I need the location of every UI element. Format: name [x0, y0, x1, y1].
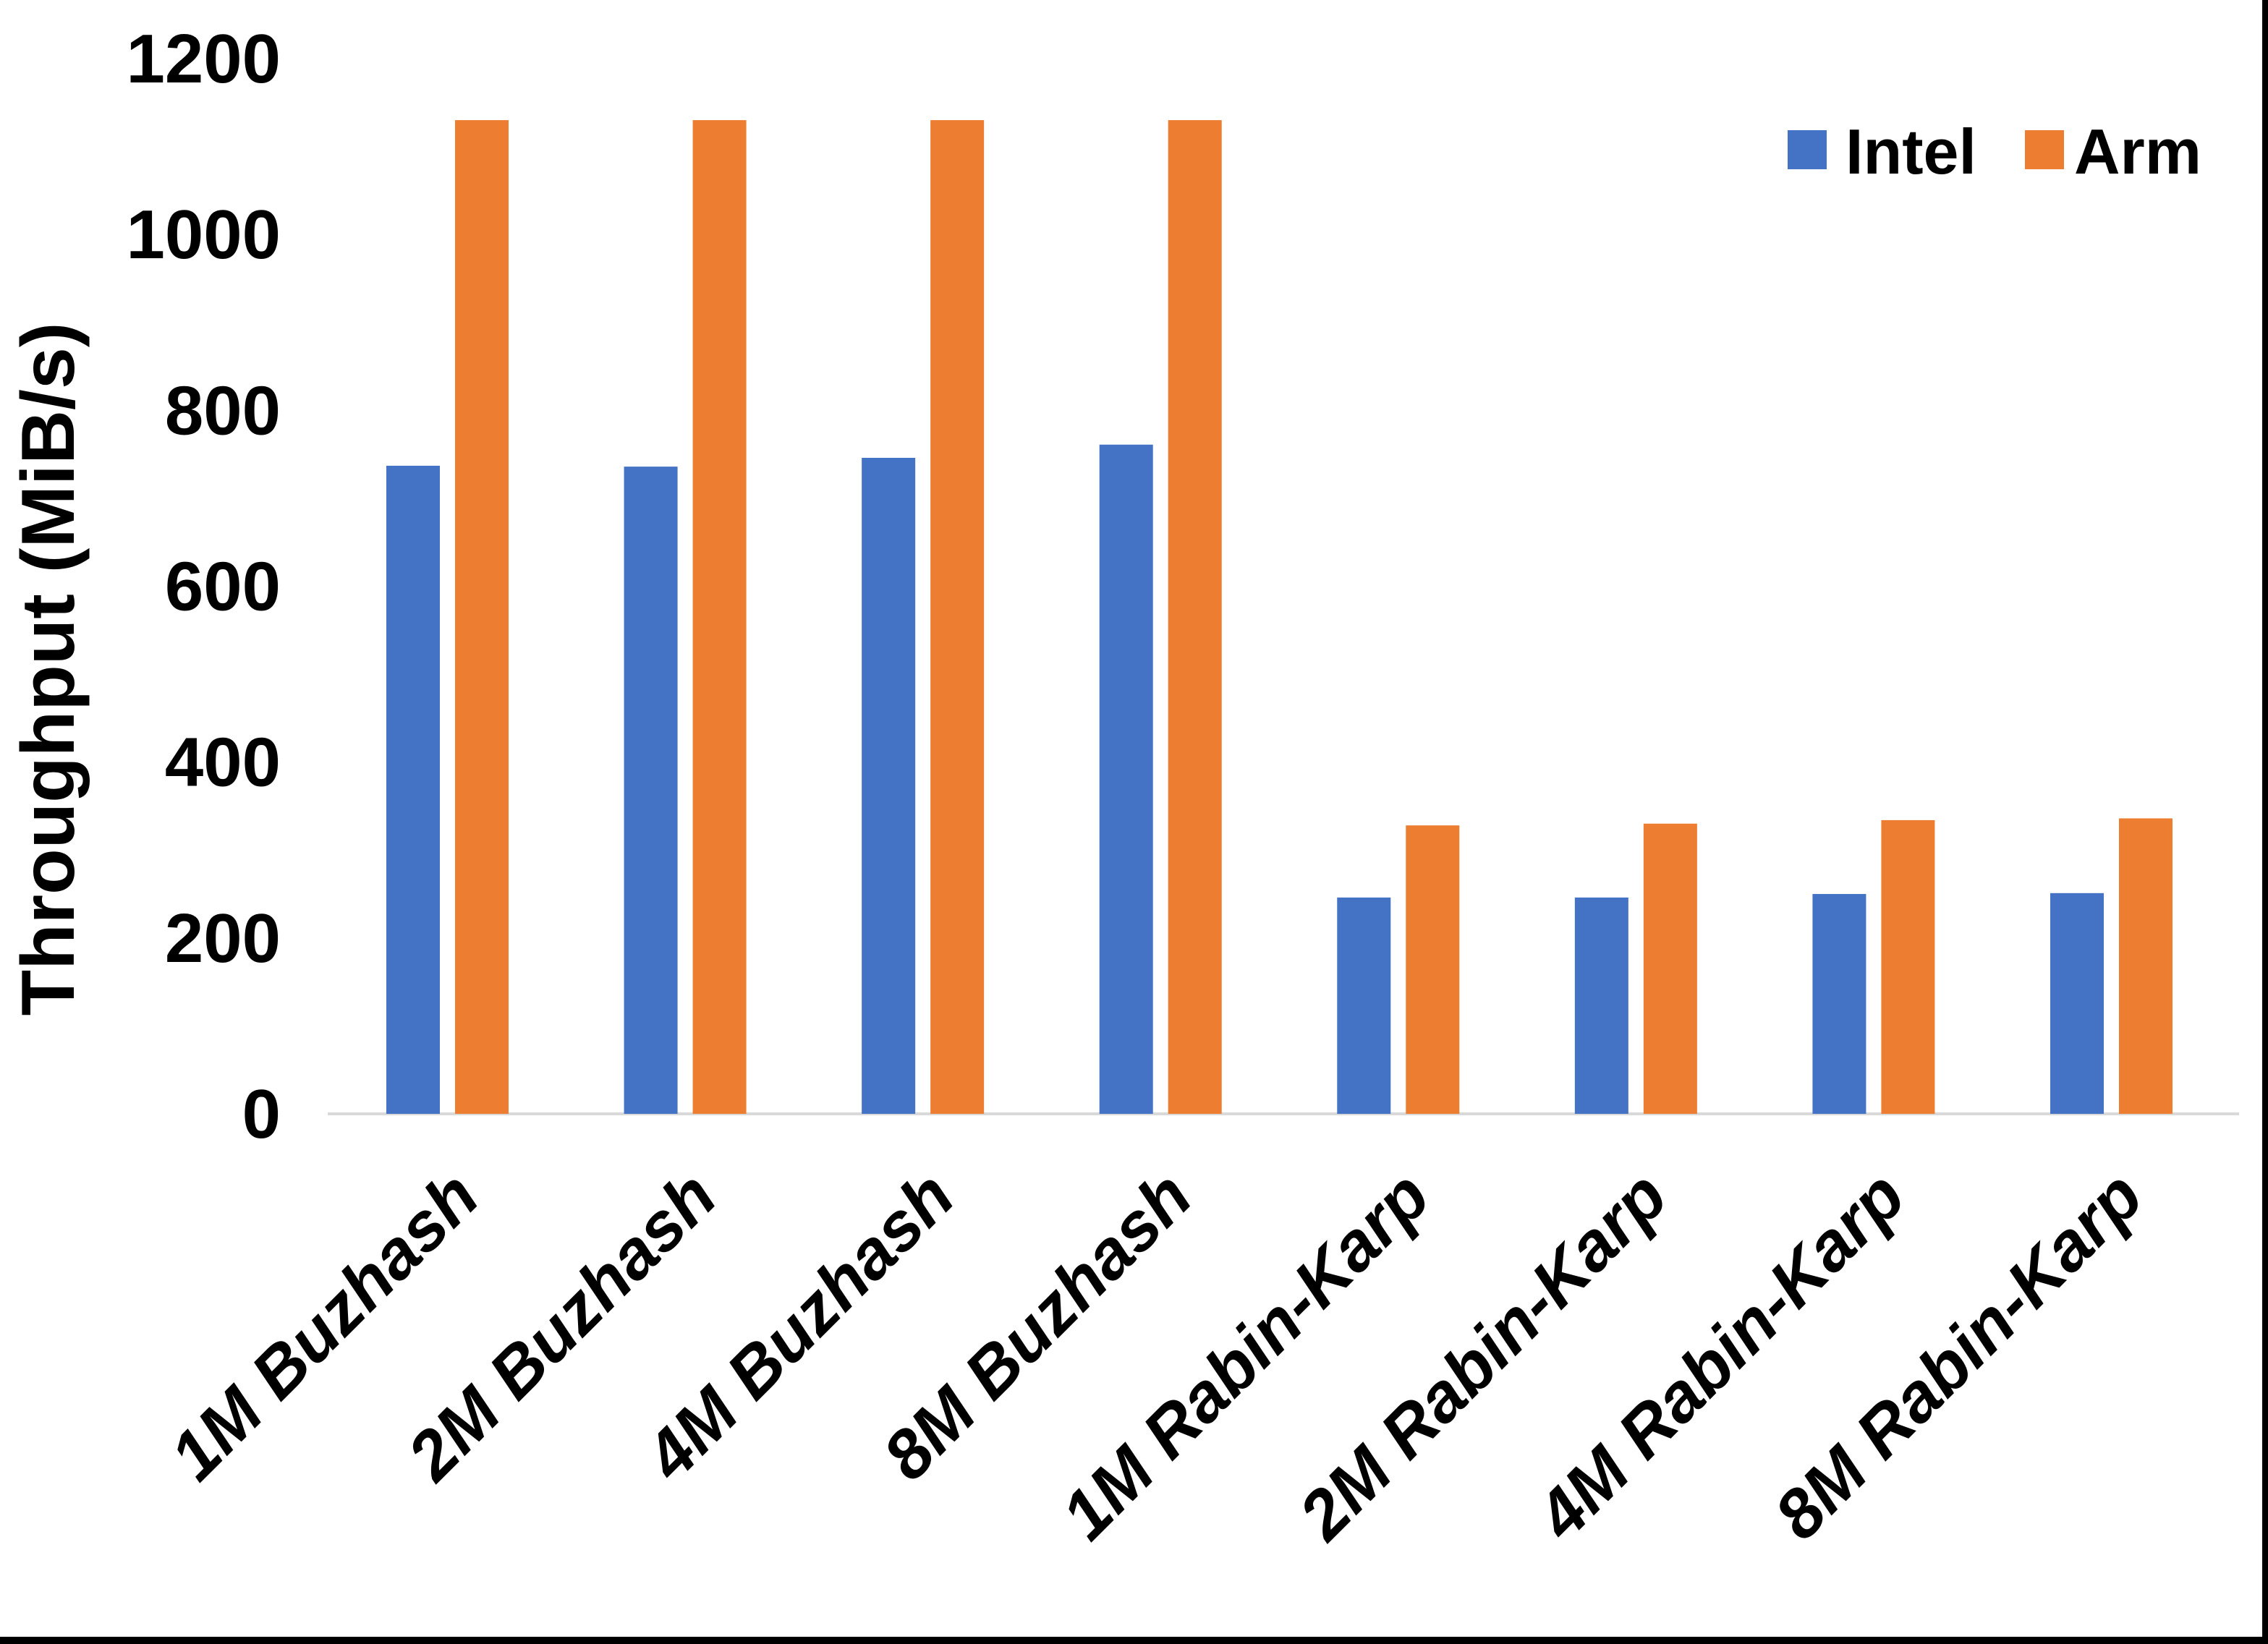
legend-swatch-intel: [1788, 130, 1827, 169]
screen-border-bottom: [0, 1637, 2268, 1644]
bar-intel-1m-rabin-karp: [1337, 897, 1391, 1114]
y-tick-label-1000: 1000: [126, 196, 281, 273]
bar-intel-2m-buzhash: [624, 467, 678, 1114]
bar-arm-1m-rabin-karp: [1406, 825, 1460, 1114]
bar-intel-2m-rabin-karp: [1574, 897, 1628, 1114]
bar-intel-1m-buzhash: [386, 465, 440, 1114]
y-tick-label-1200: 1200: [126, 20, 281, 98]
y-tick-label-0: 0: [242, 1076, 281, 1153]
bar-intel-4m-buzhash: [862, 457, 916, 1114]
legend-label-intel: Intel: [1846, 116, 1976, 187]
y-tick-label-600: 600: [165, 548, 281, 626]
bar-arm-4m-rabin-karp: [1881, 819, 1935, 1114]
y-tick-label-200: 200: [165, 900, 281, 977]
bar-intel-8m-rabin-karp: [2050, 893, 2104, 1114]
y-axis-title: Throughput (MiB/s): [7, 323, 90, 1016]
screen-border-right: [2262, 0, 2268, 1644]
legend: Intel Arm: [1788, 116, 2201, 187]
y-axis-tick-labels: 0 200 400 600 800 1000 1200: [126, 20, 281, 1153]
legend-swatch-arm: [2025, 130, 2064, 169]
bars-group: [386, 120, 2173, 1114]
bar-arm-4m-buzhash: [930, 120, 985, 1114]
bar-intel-4m-rabin-karp: [1812, 894, 1866, 1114]
bar-arm-2m-buzhash: [692, 120, 747, 1114]
y-tick-label-400: 400: [165, 724, 281, 801]
bar-arm-8m-buzhash: [1168, 120, 1222, 1114]
bar-arm-2m-rabin-karp: [1643, 823, 1697, 1114]
bar-arm-1m-buzhash: [455, 120, 509, 1114]
y-tick-label-800: 800: [165, 372, 281, 449]
bar-intel-8m-buzhash: [1099, 444, 1153, 1114]
bar-arm-8m-rabin-karp: [2118, 818, 2173, 1114]
legend-label-arm: Arm: [2074, 116, 2201, 187]
